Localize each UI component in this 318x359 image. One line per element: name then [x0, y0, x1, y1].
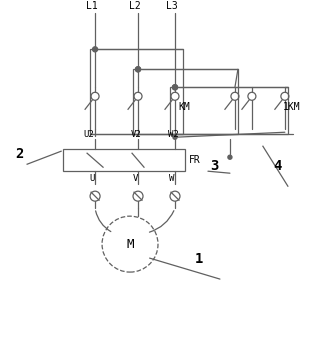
Text: V: V — [132, 174, 138, 183]
Text: L1: L1 — [86, 1, 98, 11]
Text: 3: 3 — [210, 159, 218, 173]
Bar — [90, 49, 183, 134]
Text: L3: L3 — [166, 1, 178, 11]
Text: 1KM: 1KM — [283, 102, 301, 112]
Text: V2: V2 — [131, 130, 142, 139]
Text: FR: FR — [189, 155, 201, 165]
Text: U2: U2 — [83, 130, 94, 139]
Circle shape — [173, 135, 177, 139]
Bar — [133, 69, 238, 134]
Circle shape — [135, 67, 141, 72]
Bar — [170, 87, 288, 134]
Text: W2: W2 — [168, 130, 179, 139]
Circle shape — [172, 85, 177, 90]
Text: W: W — [169, 174, 175, 183]
Circle shape — [135, 67, 141, 72]
Circle shape — [172, 85, 177, 90]
Text: U: U — [89, 174, 95, 183]
Text: KM: KM — [178, 102, 190, 112]
Text: 4: 4 — [273, 159, 281, 173]
Circle shape — [93, 47, 98, 52]
Text: M: M — [126, 238, 134, 251]
Text: 2: 2 — [15, 147, 24, 161]
Circle shape — [228, 155, 232, 159]
Text: L2: L2 — [129, 1, 141, 11]
Text: 1: 1 — [195, 252, 203, 266]
Bar — [63, 149, 185, 171]
